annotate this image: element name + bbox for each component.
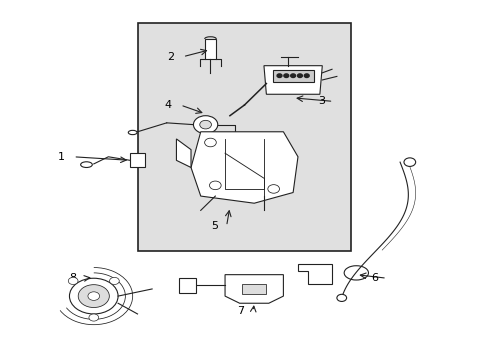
Text: 1: 1: [58, 152, 64, 162]
Circle shape: [209, 181, 221, 190]
Polygon shape: [176, 139, 191, 167]
Circle shape: [290, 74, 295, 77]
Circle shape: [204, 138, 216, 147]
Polygon shape: [297, 264, 331, 284]
Circle shape: [200, 120, 211, 129]
Bar: [130, 153, 144, 167]
Text: 3: 3: [317, 96, 324, 107]
Circle shape: [88, 292, 100, 300]
Circle shape: [109, 277, 119, 284]
Circle shape: [297, 74, 302, 77]
Bar: [179, 278, 196, 293]
Polygon shape: [191, 132, 297, 203]
Bar: [272, 70, 313, 82]
Text: 2: 2: [166, 52, 174, 62]
Bar: [242, 284, 266, 294]
Circle shape: [284, 74, 288, 77]
Circle shape: [336, 294, 346, 301]
Circle shape: [277, 74, 282, 77]
Ellipse shape: [128, 130, 137, 135]
Circle shape: [193, 116, 217, 134]
Ellipse shape: [81, 162, 92, 167]
Text: 4: 4: [164, 100, 171, 110]
Text: 6: 6: [370, 273, 377, 283]
Bar: [137, 23, 351, 251]
Circle shape: [69, 278, 118, 314]
Circle shape: [78, 285, 109, 307]
Bar: [204, 39, 216, 59]
Text: 8: 8: [69, 273, 77, 283]
Polygon shape: [264, 66, 322, 94]
Circle shape: [403, 158, 415, 166]
Circle shape: [304, 74, 308, 77]
Circle shape: [267, 185, 279, 193]
Polygon shape: [224, 275, 283, 303]
Text: 7: 7: [237, 306, 244, 316]
Circle shape: [68, 277, 78, 284]
Text: 5: 5: [210, 221, 217, 231]
Circle shape: [89, 314, 99, 321]
